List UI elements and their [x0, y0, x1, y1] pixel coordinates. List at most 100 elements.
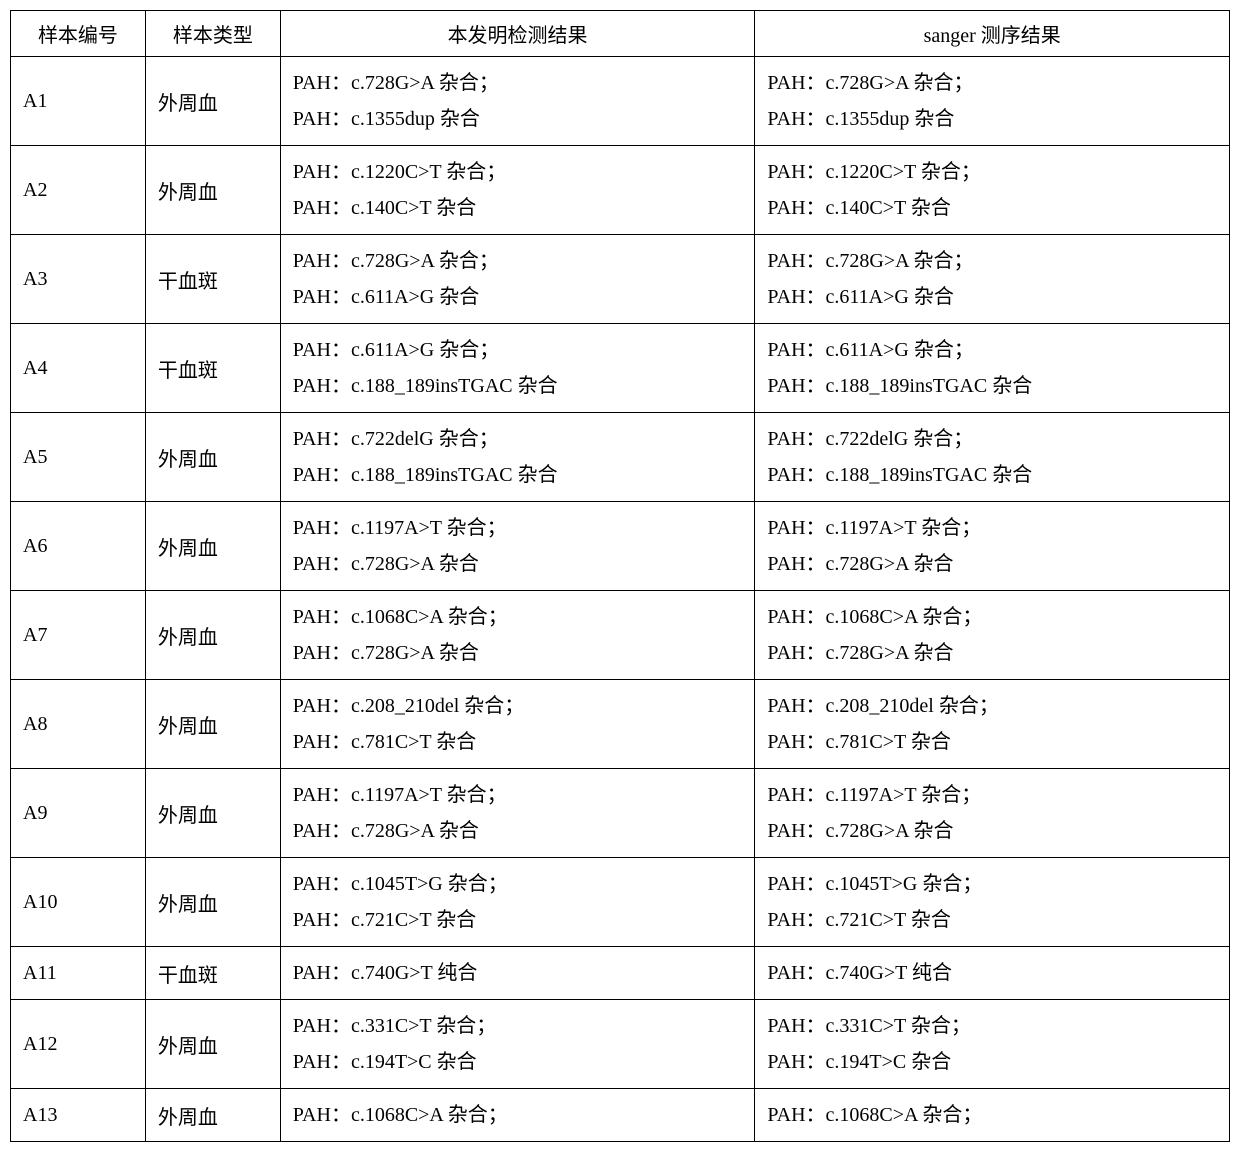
result-line: PAH：c.728G>A 杂合； — [293, 243, 743, 279]
result-line: PAH：c.728G>A 杂合 — [293, 546, 743, 582]
result-line: PAH：c.208_210del 杂合； — [767, 688, 1217, 724]
result-line: PAH：c.728G>A 杂合 — [767, 813, 1217, 849]
table-row: A7外周血PAH：c.1068C>A 杂合；PAH：c.728G>A 杂合PAH… — [11, 591, 1230, 680]
cell-result1: PAH：c.1068C>A 杂合；PAH：c.728G>A 杂合 — [280, 591, 755, 680]
table-row: A1外周血PAH：c.728G>A 杂合；PAH：c.1355dup 杂合PAH… — [11, 57, 1230, 146]
cell-result2: PAH：c.331C>T 杂合；PAH：c.194T>C 杂合 — [755, 1000, 1230, 1089]
result-line: PAH：c.1045T>G 杂合； — [293, 866, 743, 902]
result-line: PAH：c.740G>T 纯合 — [293, 955, 743, 991]
cell-sample-type: 外周血 — [145, 769, 280, 858]
cell-result1: PAH：c.331C>T 杂合；PAH：c.194T>C 杂合 — [280, 1000, 755, 1089]
result-line: PAH：c.194T>C 杂合 — [767, 1044, 1217, 1080]
table-row: A11干血斑 PAH：c.740G>T 纯合 PAH：c.740G>T 纯合 — [11, 947, 1230, 1000]
cell-result2: PAH：c.1068C>A 杂合； — [755, 1089, 1230, 1142]
table-row: A5外周血PAH：c.722delG 杂合；PAH：c.188_189insTG… — [11, 413, 1230, 502]
result-line: PAH：c.188_189insTGAC 杂合 — [293, 368, 743, 404]
header-sample-id: 样本编号 — [11, 11, 146, 57]
header-result1: 本发明检测结果 — [280, 11, 755, 57]
result-line: PAH：c.194T>C 杂合 — [293, 1044, 743, 1080]
result-line: PAH：c.781C>T 杂合 — [767, 724, 1217, 760]
results-table: 样本编号 样本类型 本发明检测结果 sanger 测序结果 A1外周血PAH：c… — [10, 10, 1230, 1142]
result-line: PAH：c.722delG 杂合； — [293, 421, 743, 457]
result-line: PAH：c.728G>A 杂合； — [293, 65, 743, 101]
result-line: PAH：c.611A>G 杂合 — [767, 279, 1217, 315]
cell-sample-id: A13 — [11, 1089, 146, 1142]
cell-sample-id: A7 — [11, 591, 146, 680]
cell-sample-type: 外周血 — [145, 1089, 280, 1142]
cell-sample-id: A5 — [11, 413, 146, 502]
result-line: PAH：c.140C>T 杂合 — [293, 190, 743, 226]
result-line: PAH：c.728G>A 杂合 — [767, 546, 1217, 582]
result-line: PAH：c.1220C>T 杂合； — [767, 154, 1217, 190]
cell-sample-type: 外周血 — [145, 680, 280, 769]
cell-result1: PAH：c.1197A>T 杂合；PAH：c.728G>A 杂合 — [280, 769, 755, 858]
cell-result2: PAH：c.611A>G 杂合；PAH：c.188_189insTGAC 杂合 — [755, 324, 1230, 413]
cell-result1: PAH：c.722delG 杂合；PAH：c.188_189insTGAC 杂合 — [280, 413, 755, 502]
result-line: PAH：c.728G>A 杂合 — [293, 635, 743, 671]
table-row: A6外周血PAH：c.1197A>T 杂合；PAH：c.728G>A 杂合PAH… — [11, 502, 1230, 591]
result-line: PAH：c.1045T>G 杂合； — [767, 866, 1217, 902]
cell-sample-type: 外周血 — [145, 146, 280, 235]
cell-result2: PAH：c.722delG 杂合；PAH：c.188_189insTGAC 杂合 — [755, 413, 1230, 502]
result-line: PAH：c.188_189insTGAC 杂合 — [767, 368, 1217, 404]
result-line: PAH：c.1197A>T 杂合； — [293, 777, 743, 813]
cell-result2: PAH：c.208_210del 杂合；PAH：c.781C>T 杂合 — [755, 680, 1230, 769]
cell-result1: PAH：c.208_210del 杂合；PAH：c.781C>T 杂合 — [280, 680, 755, 769]
cell-sample-id: A1 — [11, 57, 146, 146]
result-line: PAH：c.1068C>A 杂合； — [767, 599, 1217, 635]
cell-sample-type: 外周血 — [145, 591, 280, 680]
result-line: PAH：c.140C>T 杂合 — [767, 190, 1217, 226]
result-line: PAH：c.611A>G 杂合； — [767, 332, 1217, 368]
result-line: PAH：c.331C>T 杂合； — [767, 1008, 1217, 1044]
result-line: PAH：c.1197A>T 杂合； — [767, 777, 1217, 813]
cell-sample-id: A9 — [11, 769, 146, 858]
cell-sample-type: 外周血 — [145, 413, 280, 502]
result-line: PAH：c.1197A>T 杂合； — [293, 510, 743, 546]
result-line: PAH：c.611A>G 杂合； — [293, 332, 743, 368]
cell-sample-type: 干血斑 — [145, 324, 280, 413]
result-line: PAH：c.740G>T 纯合 — [767, 955, 1217, 991]
result-line: PAH：c.1355dup 杂合 — [293, 101, 743, 137]
table-row: A3干血斑PAH：c.728G>A 杂合；PAH：c.611A>G 杂合PAH：… — [11, 235, 1230, 324]
result-line: PAH：c.728G>A 杂合 — [293, 813, 743, 849]
result-line: PAH：c.1220C>T 杂合； — [293, 154, 743, 190]
cell-sample-id: A2 — [11, 146, 146, 235]
cell-result2: PAH：c.1220C>T 杂合；PAH：c.140C>T 杂合 — [755, 146, 1230, 235]
cell-sample-id: A6 — [11, 502, 146, 591]
table-row: A10外周血PAH：c.1045T>G 杂合；PAH：c.721C>T 杂合PA… — [11, 858, 1230, 947]
result-line: PAH：c.722delG 杂合； — [767, 421, 1217, 457]
cell-result2: PAH：c.728G>A 杂合；PAH：c.611A>G 杂合 — [755, 235, 1230, 324]
cell-sample-id: A10 — [11, 858, 146, 947]
result-line: PAH：c.721C>T 杂合 — [293, 902, 743, 938]
cell-sample-type: 干血斑 — [145, 947, 280, 1000]
cell-result2: PAH：c.740G>T 纯合 — [755, 947, 1230, 1000]
cell-sample-id: A4 — [11, 324, 146, 413]
cell-sample-id: A8 — [11, 680, 146, 769]
cell-result1: PAH：c.611A>G 杂合；PAH：c.188_189insTGAC 杂合 — [280, 324, 755, 413]
cell-sample-id: A3 — [11, 235, 146, 324]
result-line: PAH：c.781C>T 杂合 — [293, 724, 743, 760]
cell-sample-type: 外周血 — [145, 502, 280, 591]
table-row: A12外周血PAH：c.331C>T 杂合；PAH：c.194T>C 杂合PAH… — [11, 1000, 1230, 1089]
cell-sample-type: 干血斑 — [145, 235, 280, 324]
result-line: PAH：c.188_189insTGAC 杂合 — [767, 457, 1217, 493]
result-line: PAH：c.1068C>A 杂合； — [293, 599, 743, 635]
cell-result2: PAH：c.1197A>T 杂合；PAH：c.728G>A 杂合 — [755, 502, 1230, 591]
table-row: A8外周血PAH：c.208_210del 杂合；PAH：c.781C>T 杂合… — [11, 680, 1230, 769]
cell-result2: PAH：c.1068C>A 杂合；PAH：c.728G>A 杂合 — [755, 591, 1230, 680]
result-line: PAH：c.611A>G 杂合 — [293, 279, 743, 315]
result-line: PAH：c.208_210del 杂合； — [293, 688, 743, 724]
table-header-row: 样本编号 样本类型 本发明检测结果 sanger 测序结果 — [11, 11, 1230, 57]
cell-result1: PAH：c.1220C>T 杂合；PAH：c.140C>T 杂合 — [280, 146, 755, 235]
table-row: A9外周血PAH：c.1197A>T 杂合；PAH：c.728G>A 杂合PAH… — [11, 769, 1230, 858]
cell-sample-id: A11 — [11, 947, 146, 1000]
header-sample-type: 样本类型 — [145, 11, 280, 57]
cell-result2: PAH：c.1045T>G 杂合；PAH：c.721C>T 杂合 — [755, 858, 1230, 947]
result-line: PAH：c.728G>A 杂合； — [767, 65, 1217, 101]
result-line: PAH：c.1197A>T 杂合； — [767, 510, 1217, 546]
cell-result1: PAH：c.1197A>T 杂合；PAH：c.728G>A 杂合 — [280, 502, 755, 591]
cell-result1: PAH：c.1068C>A 杂合； — [280, 1089, 755, 1142]
cell-result2: PAH：c.728G>A 杂合；PAH：c.1355dup 杂合 — [755, 57, 1230, 146]
cell-result1: PAH：c.1045T>G 杂合；PAH：c.721C>T 杂合 — [280, 858, 755, 947]
table-body: A1外周血PAH：c.728G>A 杂合；PAH：c.1355dup 杂合PAH… — [11, 57, 1230, 1142]
